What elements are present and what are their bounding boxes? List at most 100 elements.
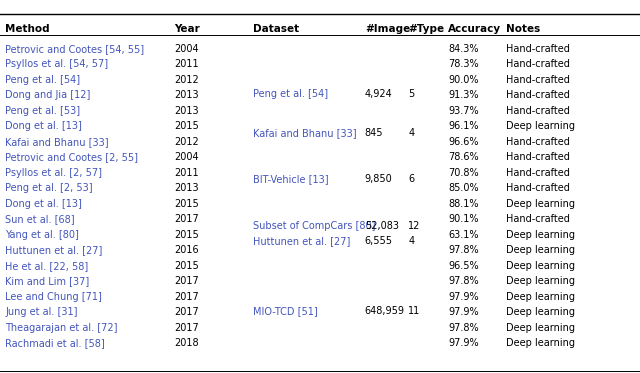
Text: #Type: #Type — [408, 24, 444, 34]
Text: 2017: 2017 — [174, 214, 199, 224]
Text: Psyllos et al. [2, 57]: Psyllos et al. [2, 57] — [5, 168, 102, 178]
Text: 11: 11 — [408, 306, 420, 316]
Text: Deep learning: Deep learning — [506, 338, 575, 348]
Text: 2017: 2017 — [174, 323, 199, 333]
Text: 2011: 2011 — [174, 59, 198, 69]
Text: 78.3%: 78.3% — [448, 59, 479, 69]
Text: Hand-crafted: Hand-crafted — [506, 184, 570, 193]
Text: 88.1%: 88.1% — [448, 199, 479, 209]
Text: Jung et al. [31]: Jung et al. [31] — [5, 307, 77, 317]
Text: Dong et al. [13]: Dong et al. [13] — [5, 122, 82, 131]
Text: Deep learning: Deep learning — [506, 307, 575, 317]
Text: 2017: 2017 — [174, 307, 199, 317]
Text: 6: 6 — [408, 175, 415, 185]
Text: Peng et al. [53]: Peng et al. [53] — [5, 106, 80, 116]
Text: Deep learning: Deep learning — [506, 230, 575, 240]
Text: 2012: 2012 — [174, 75, 199, 85]
Text: 90.1%: 90.1% — [448, 214, 479, 224]
Text: 70.8%: 70.8% — [448, 168, 479, 178]
Text: Kafai and Bhanu [33]: Kafai and Bhanu [33] — [5, 137, 109, 147]
Text: 63.1%: 63.1% — [448, 230, 479, 240]
Text: Peng et al. [2, 53]: Peng et al. [2, 53] — [5, 184, 93, 193]
Text: Notes: Notes — [506, 24, 540, 34]
Text: 97.8%: 97.8% — [448, 245, 479, 255]
Text: Rachmadi et al. [58]: Rachmadi et al. [58] — [5, 338, 105, 348]
Text: BIT-Vehicle [13]: BIT-Vehicle [13] — [253, 175, 328, 185]
Text: Hand-crafted: Hand-crafted — [506, 44, 570, 54]
Text: Deep learning: Deep learning — [506, 245, 575, 255]
Text: 2013: 2013 — [174, 106, 198, 116]
Text: 2016: 2016 — [174, 245, 198, 255]
Text: Psyllos et al. [54, 57]: Psyllos et al. [54, 57] — [5, 59, 108, 69]
Text: Peng et al. [54]: Peng et al. [54] — [253, 89, 328, 99]
Text: Kafai and Bhanu [33]: Kafai and Bhanu [33] — [253, 128, 356, 138]
Text: 96.6%: 96.6% — [448, 137, 479, 147]
Text: Year: Year — [174, 24, 200, 34]
Text: 2013: 2013 — [174, 184, 198, 193]
Text: Hand-crafted: Hand-crafted — [506, 153, 570, 162]
Text: Deep learning: Deep learning — [506, 261, 575, 271]
Text: Deep learning: Deep learning — [506, 276, 575, 286]
Text: Lee and Chung [71]: Lee and Chung [71] — [5, 292, 102, 302]
Text: 845: 845 — [365, 128, 383, 138]
Text: Peng et al. [54]: Peng et al. [54] — [5, 75, 80, 85]
Text: Subset of CompCars [80]: Subset of CompCars [80] — [253, 221, 375, 231]
Text: 84.3%: 84.3% — [448, 44, 479, 54]
Text: Huttunen et al. [27]: Huttunen et al. [27] — [5, 245, 102, 255]
Text: 97.9%: 97.9% — [448, 292, 479, 302]
Text: 2015: 2015 — [174, 230, 199, 240]
Text: 2011: 2011 — [174, 168, 198, 178]
Text: 6,555: 6,555 — [365, 236, 393, 247]
Text: Hand-crafted: Hand-crafted — [506, 75, 570, 85]
Text: Hand-crafted: Hand-crafted — [506, 168, 570, 178]
Text: 2015: 2015 — [174, 199, 199, 209]
Text: 97.8%: 97.8% — [448, 323, 479, 333]
Text: 4: 4 — [408, 128, 415, 138]
Text: Petrovic and Cootes [2, 55]: Petrovic and Cootes [2, 55] — [5, 153, 138, 162]
Text: Hand-crafted: Hand-crafted — [506, 106, 570, 116]
Text: 2018: 2018 — [174, 338, 198, 348]
Text: 78.6%: 78.6% — [448, 153, 479, 162]
Text: 2015: 2015 — [174, 122, 199, 131]
Text: 2017: 2017 — [174, 276, 199, 286]
Text: Theagarajan et al. [72]: Theagarajan et al. [72] — [5, 323, 118, 333]
Text: 97.8%: 97.8% — [448, 276, 479, 286]
Text: #Image: #Image — [365, 24, 410, 34]
Text: He et al. [22, 58]: He et al. [22, 58] — [5, 261, 88, 271]
Text: Yang et al. [80]: Yang et al. [80] — [5, 230, 79, 240]
Text: 96.1%: 96.1% — [448, 122, 479, 131]
Text: 85.0%: 85.0% — [448, 184, 479, 193]
Text: Sun et al. [68]: Sun et al. [68] — [5, 214, 75, 224]
Text: Dong et al. [13]: Dong et al. [13] — [5, 199, 82, 209]
Text: Hand-crafted: Hand-crafted — [506, 59, 570, 69]
Text: Dong and Jia [12]: Dong and Jia [12] — [5, 90, 90, 100]
Text: 90.0%: 90.0% — [448, 75, 479, 85]
Text: 2004: 2004 — [174, 44, 198, 54]
Text: Hand-crafted: Hand-crafted — [506, 137, 570, 147]
Text: Method: Method — [5, 24, 50, 34]
Text: Hand-crafted: Hand-crafted — [506, 214, 570, 224]
Text: 52,083: 52,083 — [365, 221, 399, 231]
Text: 2004: 2004 — [174, 153, 198, 162]
Text: 2017: 2017 — [174, 292, 199, 302]
Text: 2012: 2012 — [174, 137, 199, 147]
Text: Dataset: Dataset — [253, 24, 299, 34]
Text: 97.9%: 97.9% — [448, 307, 479, 317]
Text: Hand-crafted: Hand-crafted — [506, 90, 570, 100]
Text: 93.7%: 93.7% — [448, 106, 479, 116]
Text: Petrovic and Cootes [54, 55]: Petrovic and Cootes [54, 55] — [5, 44, 144, 54]
Text: Deep learning: Deep learning — [506, 122, 575, 131]
Text: 2013: 2013 — [174, 90, 198, 100]
Text: 9,850: 9,850 — [365, 175, 392, 185]
Text: 97.9%: 97.9% — [448, 338, 479, 348]
Text: 4: 4 — [408, 236, 415, 247]
Text: 12: 12 — [408, 221, 420, 231]
Text: Deep learning: Deep learning — [506, 292, 575, 302]
Text: 96.5%: 96.5% — [448, 261, 479, 271]
Text: Accuracy: Accuracy — [448, 24, 501, 34]
Text: Deep learning: Deep learning — [506, 323, 575, 333]
Text: Huttunen et al. [27]: Huttunen et al. [27] — [253, 236, 350, 247]
Text: 91.3%: 91.3% — [448, 90, 479, 100]
Text: Deep learning: Deep learning — [506, 199, 575, 209]
Text: 2015: 2015 — [174, 261, 199, 271]
